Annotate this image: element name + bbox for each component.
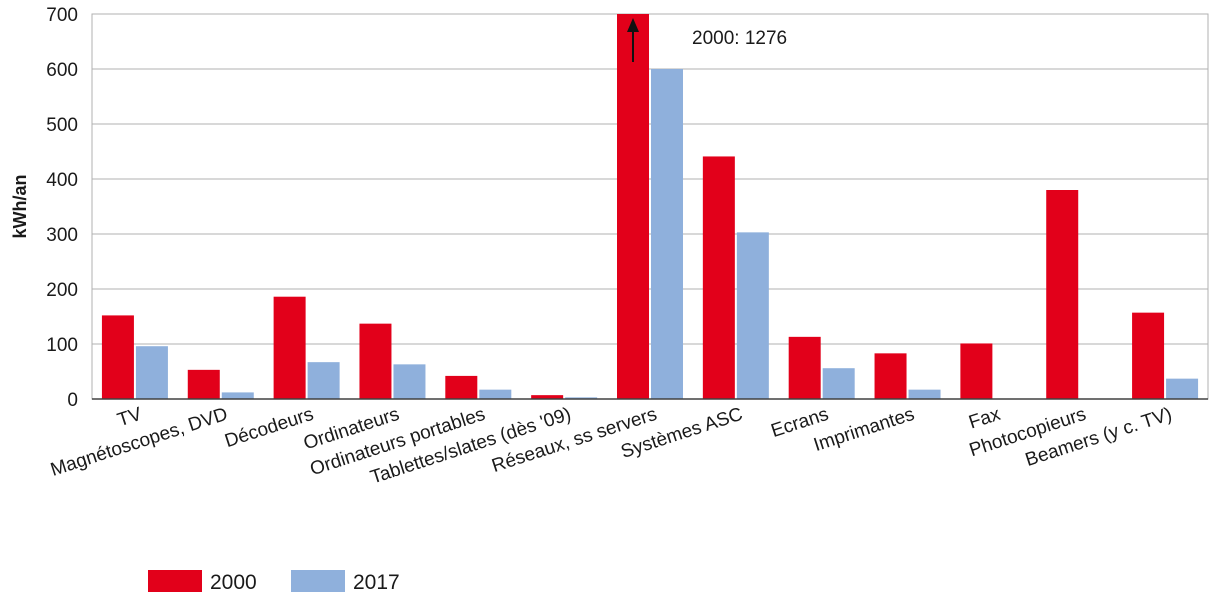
bar-2000 (702, 156, 735, 399)
bar-2017 (135, 346, 168, 399)
y-tick-label: 400 (46, 170, 78, 191)
y-tick-label: 600 (46, 60, 78, 81)
y-tick-label: 500 (46, 115, 78, 136)
bar-2000 (273, 296, 306, 399)
y-tick-label: 0 (67, 390, 78, 411)
bar-2000 (788, 336, 821, 399)
legend-swatch-2000 (148, 570, 202, 592)
y-axis-label: kWh/an (10, 174, 30, 238)
bar-2017 (565, 397, 598, 399)
y-tick-label: 100 (46, 335, 78, 356)
bar-2000 (101, 315, 134, 399)
plot-frame (91, 13, 1209, 400)
x-tick-label: TV (115, 404, 145, 432)
bar-2000 (617, 14, 649, 399)
bar-2000 (960, 343, 993, 399)
bar-2017 (1166, 378, 1199, 399)
bar-2017 (393, 364, 426, 399)
x-tick-label: Fax (966, 404, 1003, 434)
annotation-layer: 2000: 1276 (627, 18, 787, 62)
legend-swatch-2017 (291, 570, 345, 592)
legend-label-2017: 2017 (353, 571, 400, 594)
bar-2000 (187, 369, 220, 399)
legend-label-2000: 2000 (210, 571, 257, 594)
bar-2000 (445, 375, 478, 399)
bar-2000 (1046, 190, 1079, 399)
bar-2000 (531, 395, 564, 399)
bar-2000 (359, 323, 392, 399)
bar-2017 (221, 392, 254, 399)
bar-2017 (908, 389, 941, 399)
y-tick-label: 200 (46, 280, 78, 301)
bar-2017 (651, 69, 683, 399)
bar-2017 (479, 389, 512, 399)
annotation-arrow-head (627, 18, 639, 32)
y-tick-label: 300 (46, 225, 78, 246)
bar-2017 (736, 232, 769, 399)
grid-layer (91, 13, 1209, 400)
bar-2017 (822, 368, 855, 399)
bar-2000 (1132, 312, 1165, 399)
y-tick-label: 700 (46, 5, 78, 26)
bar-2000 (874, 353, 907, 399)
annotation-label: 2000: 1276 (692, 28, 787, 49)
axis-layer: 0100200300400500600700kWh/anTVMagnétosco… (10, 5, 1208, 489)
bars-layer (101, 14, 1199, 399)
x-tick-label: Décodeurs (222, 404, 316, 452)
legend: 2000 2017 (148, 570, 400, 594)
bar-2017 (307, 362, 340, 399)
